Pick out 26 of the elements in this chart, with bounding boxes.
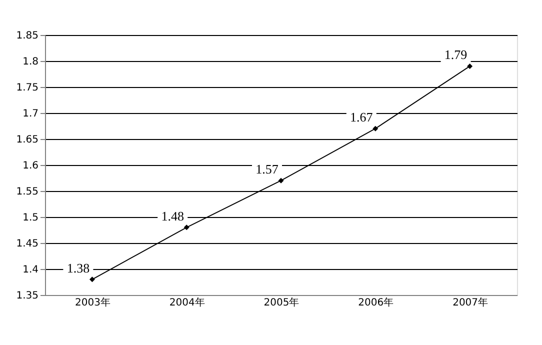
data-label: 1.67 [350,110,374,125]
y-tick-label: 1.85 [16,30,38,42]
y-tick-label: 1.8 [22,56,38,68]
y-tick-label: 1.75 [16,82,38,94]
point [467,63,473,69]
data-label: 1.38 [66,260,90,276]
x-tick-label: 2007年 [452,296,488,308]
x-tick-label: 2006年 [358,296,394,308]
y-tick-label: 1.4 [22,264,38,276]
data-label: 1.48 [161,208,184,224]
y-tick-label: 1.6 [22,160,38,172]
x-tick-label: 2004年 [169,296,205,308]
y-tick-label: 1.35 [16,290,38,302]
x-tick-label: 2005年 [264,296,300,308]
point [278,178,284,184]
point [184,224,190,230]
point [89,276,95,282]
y-tick-label: 1.7 [22,108,38,120]
y-tick-label: 1.5 [22,212,38,224]
data-label: 1.79 [444,47,468,62]
y-tick-label: 1.55 [16,186,38,198]
y-tick-label: 1.45 [16,238,38,250]
x-tick-label: 2003年 [74,296,110,308]
point [372,126,378,132]
y-tick-label: 1.65 [16,134,38,146]
data-label: 1.57 [256,162,279,177]
